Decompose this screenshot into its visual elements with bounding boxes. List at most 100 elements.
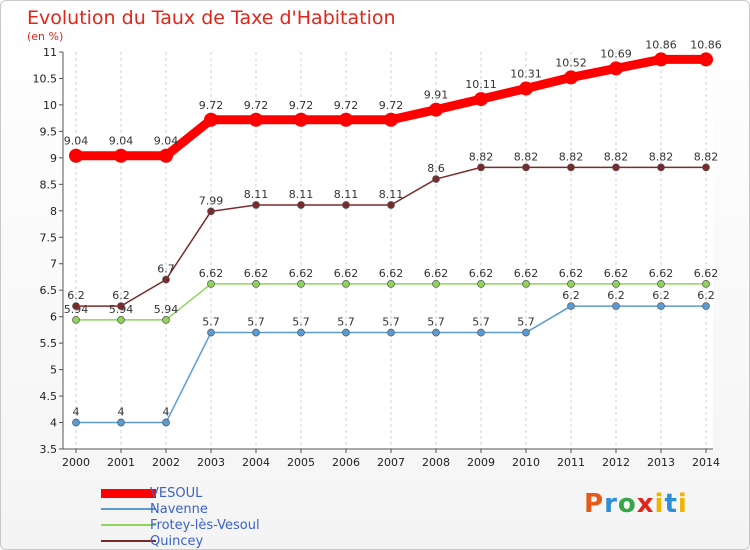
x-tick-label: 2003 xyxy=(197,456,225,469)
legend-item: Quincey xyxy=(101,533,260,549)
data-point xyxy=(162,418,170,427)
data-point xyxy=(612,302,620,310)
y-tick-label: 8 xyxy=(50,205,57,218)
x-tick-label: 2014 xyxy=(692,456,720,469)
data-label: 6.62 xyxy=(469,267,494,280)
legend-item: Frotey-lès-Vesoul xyxy=(101,517,260,533)
data-point xyxy=(297,279,305,288)
data-point xyxy=(72,418,80,427)
data-label: 5.94 xyxy=(154,303,179,316)
y-tick-label: 4.5 xyxy=(40,390,58,403)
data-point xyxy=(297,201,305,209)
data-point xyxy=(207,207,215,216)
data-label: 8.82 xyxy=(469,150,494,163)
data-point xyxy=(387,201,395,209)
x-tick-label: 2010 xyxy=(512,456,540,469)
data-label: 8.11 xyxy=(244,188,269,201)
data-point xyxy=(657,302,665,310)
y-tick-label: 7 xyxy=(50,258,57,271)
data-label: 6.2 xyxy=(607,289,625,302)
data-label: 9.72 xyxy=(289,99,314,112)
data-point xyxy=(387,279,395,288)
data-point xyxy=(522,279,530,288)
data-label: 8.82 xyxy=(649,150,674,163)
data-label: 10.11 xyxy=(465,78,497,91)
data-point xyxy=(522,163,530,172)
y-tick-label: 9 xyxy=(50,152,57,165)
data-point xyxy=(702,279,710,288)
y-tick-label: 6 xyxy=(50,311,57,324)
x-tick-label: 2007 xyxy=(377,456,405,469)
data-label: 6.62 xyxy=(334,267,359,280)
y-tick-label: 3.5 xyxy=(40,443,58,456)
data-point xyxy=(162,275,170,284)
x-tick-label: 2005 xyxy=(287,456,315,469)
data-point xyxy=(429,102,443,117)
data-label: 6.2 xyxy=(697,289,715,302)
data-point xyxy=(342,328,350,337)
data-point xyxy=(252,201,260,209)
data-label: 5.7 xyxy=(247,316,265,329)
x-tick-label: 2004 xyxy=(242,456,270,469)
data-point xyxy=(339,112,353,127)
data-point xyxy=(432,175,440,183)
data-label: 6.62 xyxy=(424,267,449,280)
data-label: 5.7 xyxy=(517,316,535,329)
data-point xyxy=(564,70,578,85)
data-label: 4 xyxy=(163,406,170,419)
x-tick-label: 2011 xyxy=(557,456,585,469)
data-point xyxy=(657,279,665,288)
y-tick-label: 6.5 xyxy=(40,284,58,297)
data-point xyxy=(69,148,83,163)
y-tick-label: 10.5 xyxy=(33,72,58,85)
data-label: 6.2 xyxy=(652,289,670,302)
data-label: 6.62 xyxy=(244,267,269,280)
data-label: 6.7 xyxy=(157,263,175,276)
y-tick-label: 7.5 xyxy=(40,231,58,244)
data-point xyxy=(117,302,125,310)
data-point xyxy=(612,279,620,288)
data-point xyxy=(72,315,80,324)
proxiti-logo: Proxiti xyxy=(584,489,688,519)
y-tick-label: 10 xyxy=(43,99,57,112)
chart-subtitle: (en %) xyxy=(27,30,64,43)
data-label: 5.7 xyxy=(337,316,355,329)
data-point xyxy=(654,52,668,67)
data-label: 10.86 xyxy=(645,38,677,51)
y-tick-label: 8.5 xyxy=(40,178,58,191)
data-point xyxy=(702,163,710,172)
y-tick-label: 5.5 xyxy=(40,337,58,350)
x-tick-label: 2000 xyxy=(62,456,90,469)
data-label: 10.69 xyxy=(600,47,632,60)
data-label: 8.82 xyxy=(514,150,539,163)
x-tick-label: 2006 xyxy=(332,456,360,469)
data-point xyxy=(522,328,530,337)
data-label: 10.31 xyxy=(510,68,542,81)
data-label: 8.6 xyxy=(427,162,445,175)
data-label: 6.62 xyxy=(694,267,719,280)
data-point xyxy=(609,61,623,76)
chart-title: Evolution du Taux de Taxe d'Habitation xyxy=(27,7,396,29)
data-label: 9.72 xyxy=(334,99,359,112)
data-label: 6.2 xyxy=(562,289,580,302)
data-point xyxy=(249,112,263,127)
data-label: 9.91 xyxy=(424,89,449,102)
data-label: 6.62 xyxy=(649,267,674,280)
data-point xyxy=(567,163,575,172)
data-point xyxy=(477,328,485,337)
data-point xyxy=(117,418,125,427)
data-label: 8.11 xyxy=(289,188,314,201)
data-point xyxy=(432,328,440,337)
data-label: 5.7 xyxy=(382,316,400,329)
data-point xyxy=(477,163,485,172)
data-label: 6.62 xyxy=(289,267,314,280)
legend-label: VESOUL xyxy=(150,485,203,501)
x-tick-label: 2013 xyxy=(647,456,675,469)
data-point xyxy=(294,112,308,127)
legend-swatch xyxy=(101,488,156,498)
data-label: 8.11 xyxy=(334,188,359,201)
data-point xyxy=(252,328,260,337)
data-point xyxy=(204,112,218,127)
